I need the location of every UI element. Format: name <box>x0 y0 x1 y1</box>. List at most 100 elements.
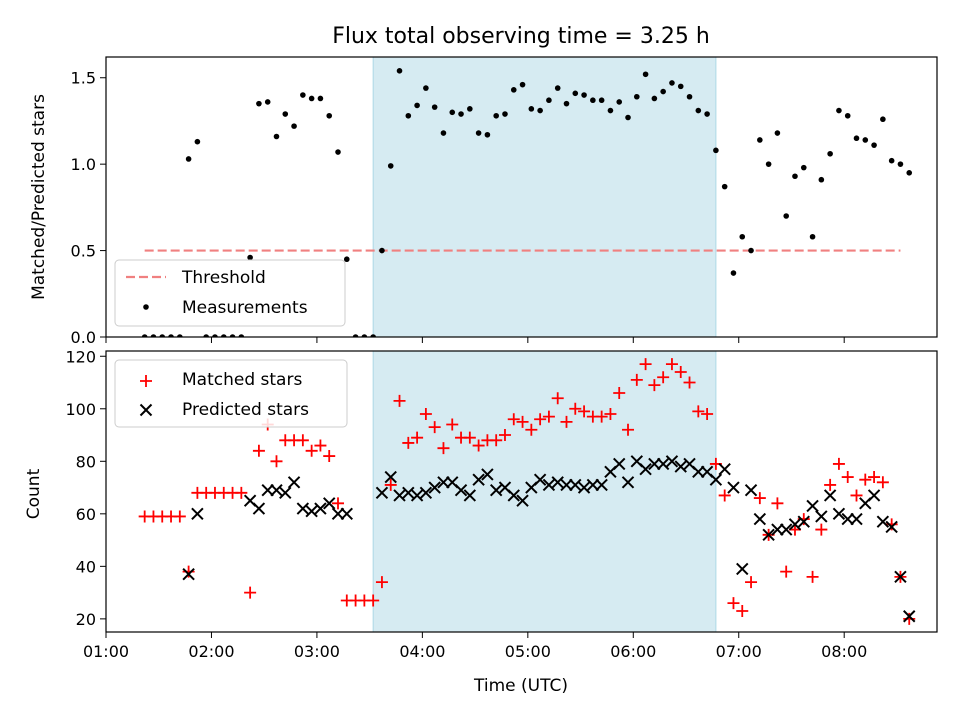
top-panel: 0.0 0.5 1.0 1.5 Threshold Measurements <box>71 56 938 347</box>
predicted-star-point <box>569 478 582 492</box>
matched-star-point <box>332 497 345 510</box>
predicted-star-point <box>674 460 687 473</box>
measurement-point <box>185 156 192 162</box>
matched-star-point <box>314 439 327 452</box>
matched-star-point <box>490 434 503 447</box>
measurement-point <box>546 97 552 104</box>
matched-star-point <box>296 434 309 447</box>
predicted-star-point <box>305 504 318 518</box>
measurement-point <box>537 107 543 114</box>
measurement-point <box>238 334 245 337</box>
top-y-axis-label: Matched/Predicted stars <box>29 94 49 300</box>
measurement-point <box>792 173 798 180</box>
predicted-star-point <box>850 512 863 526</box>
measurement-point <box>387 163 394 169</box>
top-y-tick-label: 0.0 <box>71 328 96 347</box>
measurement-point <box>212 334 218 337</box>
measurement-point <box>721 183 728 190</box>
predicted-star-point <box>709 473 723 486</box>
measurement-point <box>168 334 174 337</box>
measurement-point <box>757 137 763 143</box>
top-plot-area <box>141 68 913 337</box>
predicted-star-point <box>481 468 494 481</box>
measurement-point <box>247 254 253 261</box>
matched-star-point <box>824 478 837 491</box>
predicted-star-point <box>648 457 661 471</box>
measurement-point <box>493 112 499 119</box>
measurement-point <box>572 90 579 97</box>
measurement-point <box>343 256 350 263</box>
predicted-star-point <box>736 562 749 576</box>
predicted-star-point <box>340 507 354 521</box>
measurement-point <box>361 334 368 337</box>
measurement-point <box>475 130 482 136</box>
measurement-point <box>739 233 746 240</box>
matched-star-point <box>375 576 388 589</box>
bottom-y-tick-label: 20 <box>76 610 96 629</box>
measurement-point <box>800 164 807 171</box>
predicted-star-point <box>718 462 731 476</box>
predicted-star-point <box>806 499 819 513</box>
predicted-star-point <box>252 502 266 515</box>
predicted-star-point <box>613 457 626 471</box>
predicted-star-point <box>771 523 784 536</box>
matched-star-point <box>683 376 696 389</box>
measurement-point <box>844 112 851 119</box>
measurement-point <box>194 138 201 145</box>
threshold-legend-label: Threshold <box>181 268 266 288</box>
predicted-star-point <box>454 483 468 497</box>
matched-star-point <box>745 576 758 589</box>
predicted-star-point <box>279 486 292 500</box>
predicted-star-point <box>823 489 837 502</box>
measurement-point <box>554 85 561 91</box>
measurement-point <box>467 106 473 112</box>
predicted-star-point <box>779 523 793 536</box>
predicted-star-point <box>894 570 907 584</box>
predicted-star-point <box>463 489 477 502</box>
measurement-point <box>880 116 886 123</box>
matched-star-point <box>437 442 450 455</box>
x-tick-label: 03:00 <box>294 642 340 661</box>
measurement-point <box>291 123 297 129</box>
predicted-star-point <box>182 568 195 581</box>
matched-star-point <box>692 405 705 418</box>
top-shaded-span <box>372 56 717 338</box>
predicted-star-point <box>472 473 485 486</box>
measurement-point <box>704 111 710 117</box>
predicted-legend-swatch <box>139 403 153 417</box>
bottom-panel: 01:00 02:00 03:00 04:00 05:00 06:00 07:00 08:00… <box>65 347 938 661</box>
measurement-point <box>317 95 324 102</box>
matched-star-point <box>534 413 547 426</box>
matched-star-point <box>665 358 678 371</box>
matched-star-point <box>674 366 687 379</box>
measurement-point <box>888 157 895 164</box>
measurement-point <box>871 142 877 148</box>
measurement-point <box>669 80 675 86</box>
predicted-star-point <box>375 486 389 500</box>
measurement-point <box>783 213 789 219</box>
measurement-point <box>326 112 333 119</box>
predicted-star-point <box>314 502 327 515</box>
predicted-star-point <box>507 489 520 502</box>
predicted-legend-label: Predicted stars <box>182 400 309 420</box>
matched-star-point <box>718 489 731 502</box>
predicted-star-point <box>692 465 705 479</box>
measurement-point <box>528 106 535 112</box>
measurements-legend-label: Measurements <box>182 298 308 318</box>
measurement-point <box>405 112 412 119</box>
predicted-star-point <box>533 473 547 486</box>
matched-star-point <box>323 450 336 463</box>
measurement-point <box>642 71 649 78</box>
measurement-point <box>300 92 306 98</box>
predicted-star-point <box>577 481 591 494</box>
measurement-point <box>177 334 183 337</box>
matched-star-point <box>648 379 661 392</box>
matched-star-point <box>305 444 318 457</box>
matched-star-point <box>604 408 617 421</box>
measurement-point <box>616 99 623 105</box>
measurement-point <box>713 147 719 154</box>
measurement-point <box>590 97 596 104</box>
measurement-point <box>581 92 587 98</box>
predicted-star-point <box>832 507 846 521</box>
